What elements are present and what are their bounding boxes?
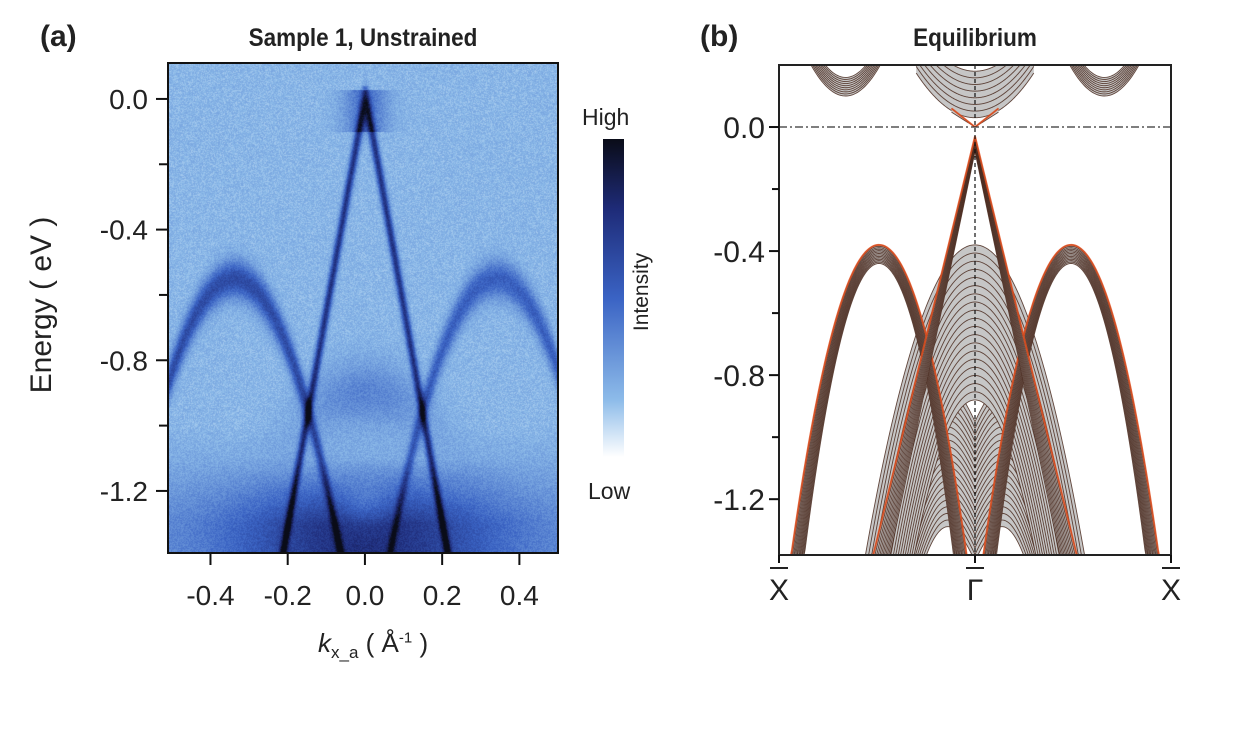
y-tick-label: 0.0	[723, 112, 765, 145]
x-tick-label: X	[1161, 574, 1181, 607]
y-tick-label: -0.8	[713, 360, 765, 393]
x-tick-label: X	[769, 574, 789, 607]
y-tick-label: -1.2	[713, 484, 765, 517]
y-tick-label: -0.4	[713, 236, 765, 269]
x-tick-label: Γ	[967, 574, 984, 607]
